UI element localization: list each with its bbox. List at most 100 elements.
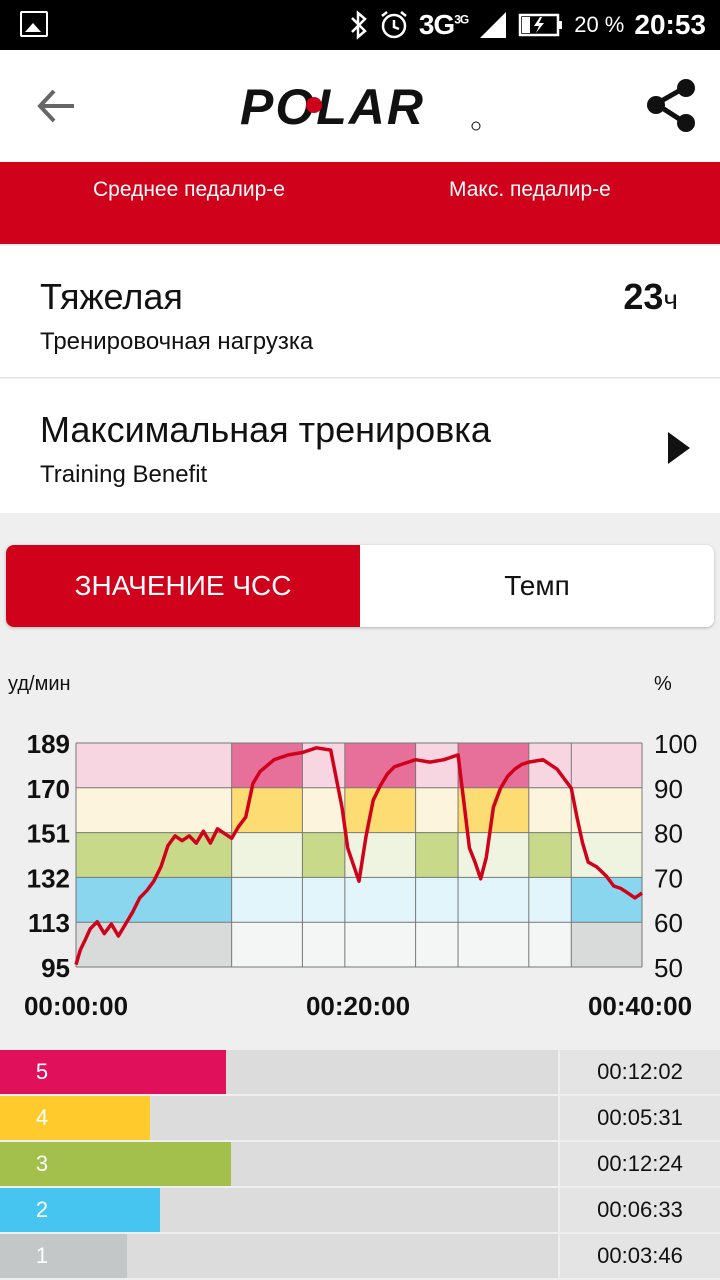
training-benefit-title: Максимальная тренировка xyxy=(40,409,491,450)
y-tick-label: 132 xyxy=(27,863,70,893)
y2-axis-label: % xyxy=(654,673,672,695)
avg-cadence-label: Среднее педалир-е xyxy=(93,178,285,201)
zone-bar-fill xyxy=(84,1096,150,1140)
zone-cell xyxy=(458,922,529,967)
y-axis-ticks: 189 170 151 132 113 95 xyxy=(27,729,70,983)
y2-tick-label: 60 xyxy=(654,908,683,938)
zone-cell xyxy=(76,787,232,833)
y-tick-label: 95 xyxy=(41,953,70,983)
training-load-value: 23ч xyxy=(623,276,678,317)
y-tick-label: 151 xyxy=(27,819,70,849)
zone-time: 00:05:31 xyxy=(558,1096,720,1140)
training-load-row: Тяжелая Тренировочная нагрузка 23ч xyxy=(0,246,720,378)
battery-percent: 20 % xyxy=(574,12,625,37)
y2-tick-label: 80 xyxy=(654,819,683,849)
zone-cell xyxy=(458,877,529,923)
zone-cell xyxy=(344,877,416,923)
zone-cell xyxy=(302,922,345,967)
zone-row-1: 1 00:03:46 xyxy=(0,1234,720,1278)
x-tick-label: 00:20:00 xyxy=(306,991,410,1021)
zone-number: 3 xyxy=(0,1142,84,1186)
zone-cell xyxy=(231,877,303,923)
zone-number: 4 xyxy=(0,1096,84,1140)
zone-row-4: 4 00:05:31 xyxy=(0,1096,720,1140)
training-benefit-subtitle: Training Benefit xyxy=(40,461,208,488)
zone-bar-fill xyxy=(84,1188,160,1232)
back-arrow-icon[interactable] xyxy=(32,86,80,126)
play-icon[interactable] xyxy=(668,432,690,464)
training-load-subtitle: Тренировочная нагрузка xyxy=(40,328,314,355)
zone-cell xyxy=(302,787,345,833)
bluetooth-icon xyxy=(350,10,367,40)
zone-number: 1 xyxy=(0,1234,84,1278)
zone-time: 00:03:46 xyxy=(558,1234,720,1278)
alarm-icon xyxy=(381,11,407,39)
zone-cell xyxy=(302,877,345,923)
zone-bar-fill xyxy=(84,1050,226,1094)
share-icon[interactable] xyxy=(644,78,700,134)
zone-cell xyxy=(344,743,416,788)
y-axis-label: уд/мин xyxy=(8,673,71,695)
zone-number: 2 xyxy=(0,1188,84,1232)
heart-rate-chart: уд/мин % 189 170 151 132 113 95 100 90 80 70 60 50… xyxy=(8,673,697,1021)
zone-row-5: 5 00:12:02 xyxy=(0,1050,720,1094)
zone-time: 00:12:02 xyxy=(558,1050,720,1094)
y-tick-label: 170 xyxy=(27,774,70,804)
zone-cell xyxy=(344,922,416,967)
app-bar: POLAR xyxy=(0,50,720,162)
tab-speed[interactable]: Темп xyxy=(360,545,714,627)
zone-cell xyxy=(528,922,572,967)
polar-logo: POLAR xyxy=(240,80,481,132)
zone-cell xyxy=(528,877,572,923)
zone-cell xyxy=(571,743,642,788)
y2-tick-label: 100 xyxy=(654,729,697,759)
y-tick-label: 113 xyxy=(28,908,70,938)
zone-cell xyxy=(415,743,459,788)
zone-cell xyxy=(76,922,232,967)
zone-cell xyxy=(528,787,572,833)
zone-bar-fill xyxy=(84,1234,127,1278)
zone-cell xyxy=(571,922,642,967)
zone-background xyxy=(76,743,642,967)
zone-cell xyxy=(76,832,232,878)
cadence-header: Среднее педалир-е Макс. педалир-е xyxy=(0,162,720,244)
status-icons: 3G3G 20 % 20:53 xyxy=(349,0,706,50)
y2-tick-label: 90 xyxy=(654,774,683,804)
zone-number: 5 xyxy=(0,1050,84,1094)
zone-time: 00:06:33 xyxy=(558,1188,720,1232)
svg-text:POLAR: POLAR xyxy=(240,80,425,132)
zone-cell xyxy=(458,743,529,788)
status-bar: 3G3G 20 % 20:53 xyxy=(0,0,720,50)
signal-icon xyxy=(480,12,507,38)
y2-tick-label: 70 xyxy=(654,863,683,893)
zone-row-3: 3 00:12:24 xyxy=(0,1142,720,1186)
chart-tabs: ЗНАЧЕНИЕ ЧСС Темп xyxy=(6,545,714,627)
y-tick-label: 189 xyxy=(27,729,70,759)
zone-cell xyxy=(528,832,572,878)
zone-cell xyxy=(415,787,459,833)
zone-bar-fill xyxy=(84,1142,231,1186)
zone-cell xyxy=(76,877,232,923)
training-benefit-row[interactable]: Максимальная тренировка Training Benefit xyxy=(0,379,720,513)
tab-heart-rate[interactable]: ЗНАЧЕНИЕ ЧСС xyxy=(6,545,360,627)
image-notification-icon xyxy=(20,11,48,37)
zone-cell xyxy=(231,832,303,878)
x-tick-label: 00:00:00 xyxy=(24,991,128,1021)
training-load-title: Тяжелая xyxy=(40,276,183,317)
y2-axis-ticks: 100 90 80 70 60 50 xyxy=(654,729,697,983)
zone-time: 00:12:24 xyxy=(558,1142,720,1186)
zone-cell xyxy=(571,877,642,923)
zone-cell xyxy=(415,877,459,923)
heart-rate-line xyxy=(74,746,643,966)
clock: 20:53 xyxy=(634,9,706,40)
x-axis-ticks: 00:00:00 00:20:00 00:40:00 xyxy=(24,991,692,1021)
zone-cell xyxy=(415,832,459,878)
network-type: 3G3G xyxy=(418,9,469,40)
zone-cell xyxy=(344,787,416,833)
zone-cell xyxy=(302,832,345,878)
max-cadence-label: Макс. педалир-е xyxy=(449,178,611,201)
y2-tick-label: 50 xyxy=(654,953,683,983)
zone-cell xyxy=(571,787,642,833)
zone-cell xyxy=(231,787,303,833)
x-tick-label: 00:40:00 xyxy=(588,991,692,1021)
